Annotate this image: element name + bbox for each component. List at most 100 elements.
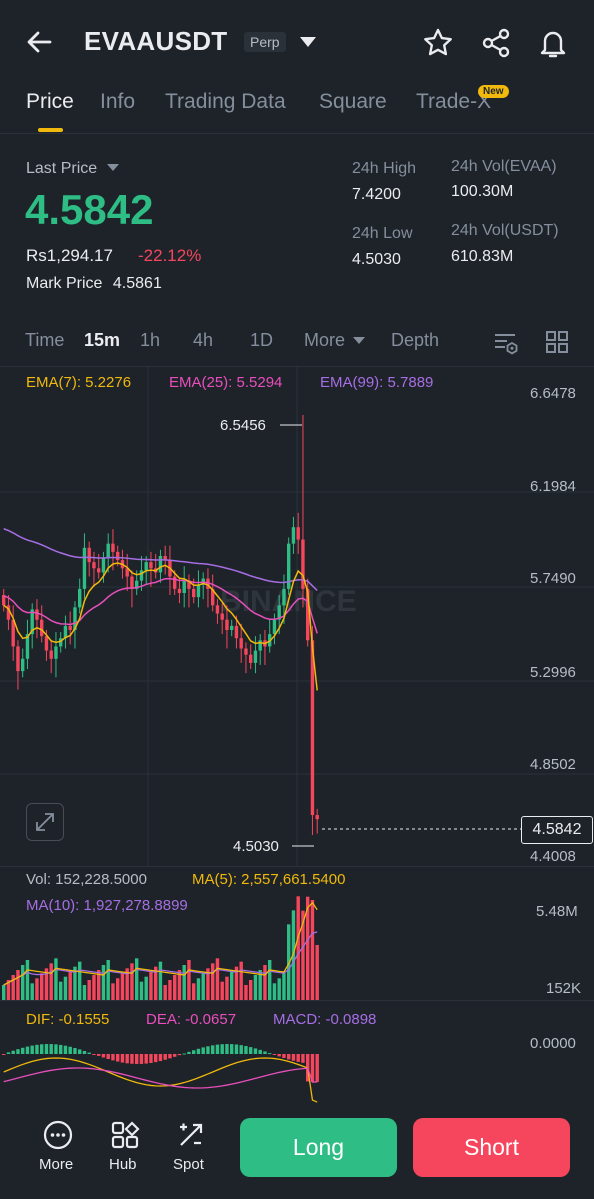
interval-1h[interactable]: 1h bbox=[140, 330, 161, 350]
candle-body bbox=[130, 576, 134, 589]
volume-bar bbox=[82, 985, 87, 1000]
volume-bar bbox=[201, 973, 205, 1000]
volume-bar bbox=[92, 975, 96, 1000]
fullscreen-button[interactable] bbox=[26, 803, 64, 841]
ema7-line bbox=[3, 562, 318, 691]
last-price-label[interactable]: Last Price bbox=[26, 160, 120, 178]
volume-bar bbox=[182, 965, 186, 1000]
volume-bar bbox=[35, 978, 39, 1000]
candle-body bbox=[144, 562, 148, 571]
last-price-label-text: Last Price bbox=[26, 160, 98, 177]
candle-body bbox=[253, 650, 258, 663]
volume-bar bbox=[173, 975, 177, 1000]
interval-1d[interactable]: 1D bbox=[250, 330, 274, 350]
macd-bar bbox=[268, 1053, 272, 1055]
layout-grid-icon[interactable] bbox=[545, 330, 569, 354]
volume-bar bbox=[249, 980, 253, 1000]
candle-body bbox=[182, 580, 186, 593]
24h-vol-quote-label: 24h Vol(USDT) bbox=[451, 222, 559, 239]
more-label: More bbox=[39, 1156, 74, 1173]
long-button[interactable]: Long bbox=[240, 1118, 397, 1177]
interval-more-label: More bbox=[304, 330, 346, 350]
candle-body bbox=[244, 648, 248, 655]
candle-body bbox=[6, 605, 11, 620]
candle-body bbox=[291, 527, 296, 544]
macd-bar bbox=[173, 1054, 177, 1057]
volume-bar bbox=[234, 966, 239, 1000]
ema99-label: EMA(99): 5.7889 bbox=[320, 374, 434, 391]
volume-bar bbox=[11, 975, 15, 1000]
24h-low-label: 24h Low bbox=[352, 225, 413, 242]
caret-down-icon bbox=[353, 337, 366, 344]
price-axis-label: 6.6478 bbox=[530, 385, 576, 402]
macd-bar bbox=[78, 1049, 82, 1054]
tab-square[interactable]: Square bbox=[319, 90, 387, 113]
candle-body bbox=[301, 539, 305, 589]
volume-bar bbox=[239, 961, 243, 1000]
interval-time[interactable]: Time bbox=[25, 330, 65, 350]
divider bbox=[0, 866, 594, 867]
candle-body bbox=[59, 638, 63, 647]
volume-bar bbox=[268, 960, 272, 1000]
bell-icon[interactable] bbox=[537, 26, 569, 60]
candle-body bbox=[287, 543, 291, 589]
candle-body bbox=[220, 613, 224, 620]
volume-bar bbox=[116, 978, 120, 1000]
ema7-label: EMA(7): 5.2276 bbox=[26, 374, 132, 391]
share-icon[interactable] bbox=[480, 27, 512, 59]
spot-swap-icon bbox=[180, 1123, 203, 1146]
ema25-line bbox=[3, 577, 318, 634]
spot-button[interactable]: Spot bbox=[170, 1118, 214, 1178]
volume-bar bbox=[40, 973, 44, 1000]
interval-15m[interactable]: 15m bbox=[84, 330, 121, 350]
interval-4h[interactable]: 4h bbox=[193, 330, 214, 350]
tab-info[interactable]: Info bbox=[100, 90, 136, 113]
volume-bar bbox=[177, 970, 182, 1000]
star-icon[interactable] bbox=[422, 27, 454, 59]
candle-body bbox=[139, 570, 144, 581]
candle-body bbox=[296, 527, 300, 540]
volume-bar bbox=[54, 958, 58, 1000]
fiat-price: Rs1,294.17 bbox=[26, 246, 113, 265]
candle-body bbox=[158, 555, 163, 573]
candle-body bbox=[258, 640, 262, 651]
indicator-settings-icon[interactable] bbox=[493, 330, 519, 356]
volume-bar bbox=[244, 985, 248, 1000]
volume-bars bbox=[2, 896, 319, 1000]
volume-ma5-line bbox=[3, 901, 318, 986]
macd-bar bbox=[59, 1044, 63, 1054]
interval-depth[interactable]: Depth bbox=[391, 330, 440, 350]
interval-more[interactable]: More bbox=[304, 330, 366, 351]
candlestick-chart[interactable]: BINANCE 6.5456 4.5030 bbox=[0, 367, 594, 867]
macd-bar bbox=[158, 1054, 163, 1062]
price-axis-label: 5.2996 bbox=[530, 664, 576, 681]
macd-bar bbox=[168, 1054, 172, 1059]
hub-button[interactable]: Hub bbox=[104, 1118, 148, 1178]
short-button[interactable]: Short bbox=[413, 1118, 570, 1177]
dropdown-caret-icon[interactable] bbox=[298, 34, 318, 50]
macd-dif-label: DIF: -0.1555 bbox=[26, 1011, 110, 1028]
candle-body bbox=[35, 609, 39, 620]
candle-body bbox=[44, 636, 49, 651]
macd-value-label: MACD: -0.0898 bbox=[273, 1011, 377, 1028]
macd-bar bbox=[135, 1054, 139, 1064]
hub-label: Hub bbox=[109, 1156, 137, 1173]
tab-trade-x[interactable]: Trade-X bbox=[416, 90, 492, 113]
symbol-title[interactable]: EVAAUSDT bbox=[84, 26, 228, 56]
last-price: 4.5842 bbox=[25, 186, 154, 233]
volume-bar bbox=[101, 965, 106, 1000]
macd-bar bbox=[182, 1053, 186, 1055]
tab-price[interactable]: Price bbox=[26, 90, 74, 113]
mark-price-label: Mark Price bbox=[26, 275, 103, 292]
volume-bar bbox=[21, 965, 25, 1000]
macd-dif-line bbox=[3, 1057, 318, 1103]
macd-bar bbox=[139, 1054, 144, 1064]
back-arrow-icon[interactable] bbox=[24, 26, 56, 58]
change-percent: -22.12% bbox=[138, 246, 202, 265]
candle-body bbox=[239, 638, 243, 649]
more-button[interactable]: More bbox=[36, 1118, 80, 1178]
macd-bar bbox=[244, 1046, 248, 1054]
candle-body bbox=[135, 580, 139, 589]
macd-bar bbox=[230, 1044, 234, 1054]
tab-trading-data[interactable]: Trading Data bbox=[165, 90, 286, 113]
